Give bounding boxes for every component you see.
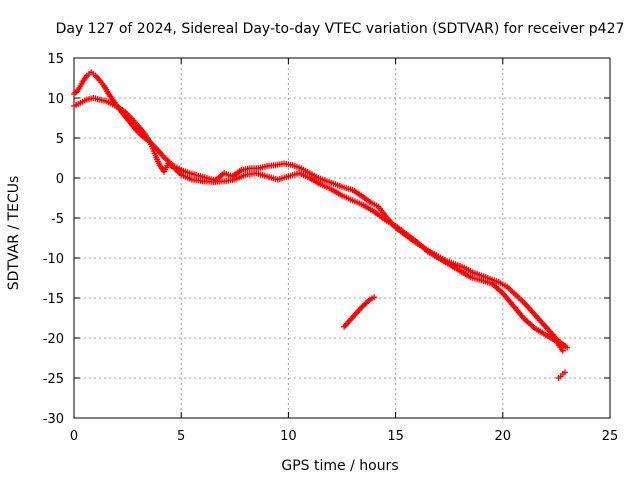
x-tick-label: 15 bbox=[387, 429, 404, 444]
data-point-isolated-arc bbox=[371, 294, 378, 301]
x-tick-label: 5 bbox=[177, 429, 185, 444]
y-axis-label: SDTVAR / TECUs bbox=[6, 176, 22, 291]
y-tick-label: -5 bbox=[51, 212, 64, 227]
x-tick-label: 25 bbox=[602, 429, 619, 444]
x-tick-label: 10 bbox=[280, 429, 297, 444]
chart-title: Day 127 of 2024, Sidereal Day-to-day VTE… bbox=[56, 21, 625, 37]
y-tick-label: -20 bbox=[43, 332, 64, 347]
y-tick-label: 0 bbox=[56, 172, 64, 187]
data-point-upper-track bbox=[564, 344, 571, 351]
plot-frame bbox=[73, 57, 611, 419]
y-tick-label: 5 bbox=[56, 132, 64, 147]
y-tick-label: -25 bbox=[43, 372, 64, 387]
y-tick-label: -15 bbox=[43, 292, 64, 307]
x-tick-label: 20 bbox=[495, 429, 512, 444]
data-points bbox=[71, 69, 571, 381]
x-axis-label: GPS time / hours bbox=[281, 458, 398, 474]
grid bbox=[74, 58, 610, 418]
x-tick-label: 0 bbox=[70, 429, 78, 444]
y-tick-label: -30 bbox=[43, 412, 64, 427]
data-point-late-segment bbox=[561, 369, 568, 376]
y-tick-label: 15 bbox=[47, 52, 64, 67]
y-tick-label: 10 bbox=[47, 92, 64, 107]
axis-ticks: 0 5 10 15 20 25 15 10 5 0 -5 -10 -15 -20 -25 -30 bbox=[43, 52, 619, 444]
y-tick-label: -10 bbox=[43, 252, 64, 267]
data-point-lower-track bbox=[559, 347, 566, 354]
